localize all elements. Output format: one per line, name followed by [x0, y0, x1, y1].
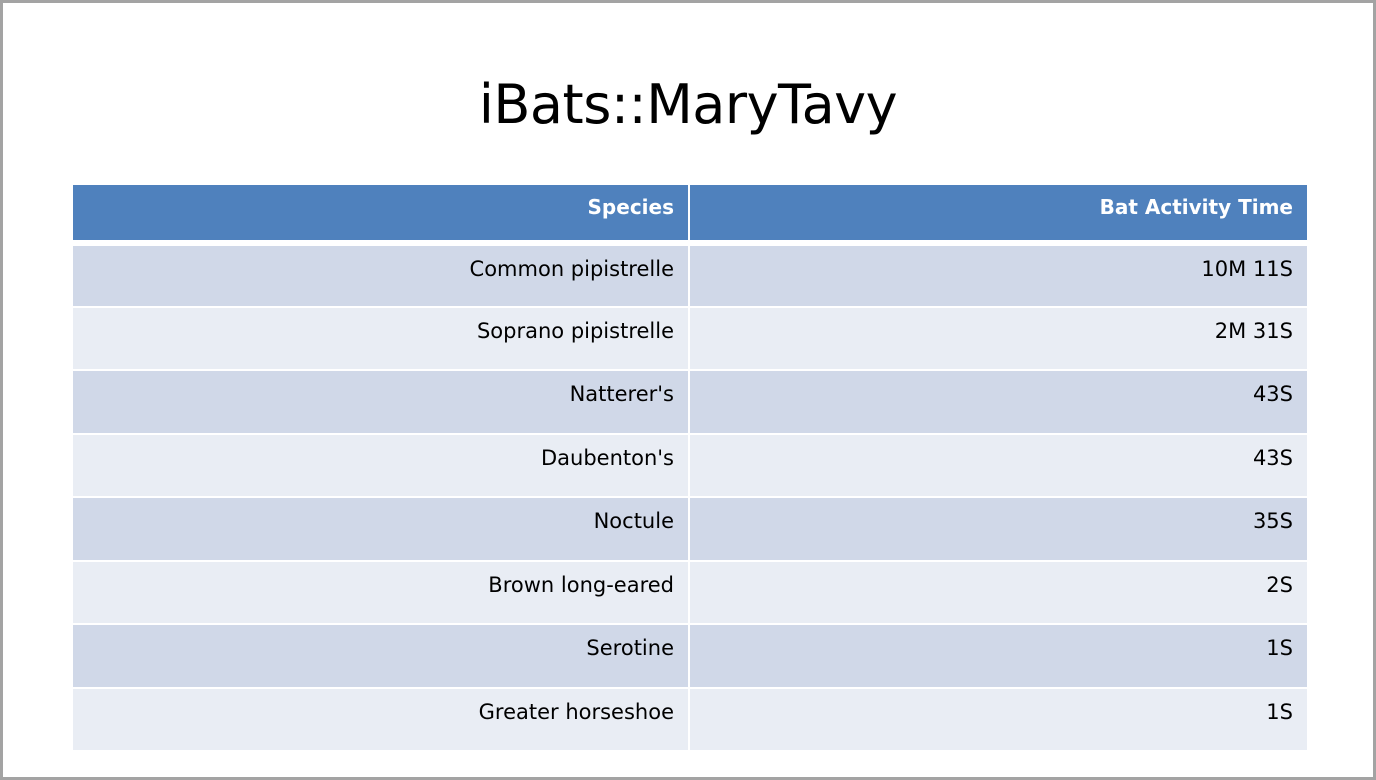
table-row: Greater horseshoe 1S — [73, 687, 1307, 752]
table-row: Natterer's 43S — [73, 370, 1307, 435]
activity-time-cell: 2S — [689, 560, 1307, 625]
table-row: Serotine 1S — [73, 624, 1307, 689]
activity-time-cell: 10M 11S — [689, 243, 1307, 308]
header-species: Species — [73, 185, 690, 246]
species-cell: Common pipistrelle — [73, 243, 690, 308]
table-header-row: Species Bat Activity Time — [73, 185, 1307, 246]
activity-time-cell: 2M 31S — [689, 306, 1307, 371]
activity-time-cell: 35S — [689, 497, 1307, 562]
species-cell: Soprano pipistrelle — [73, 306, 690, 371]
activity-time-cell: 43S — [689, 433, 1307, 498]
species-cell: Greater horseshoe — [73, 687, 690, 752]
activity-time-cell: 1S — [689, 687, 1307, 752]
activity-time-cell: 43S — [689, 370, 1307, 435]
header-activity-time: Bat Activity Time — [689, 185, 1307, 246]
species-cell: Serotine — [73, 624, 690, 689]
activity-time-cell: 1S — [689, 624, 1307, 689]
species-cell: Noctule — [73, 497, 690, 562]
species-cell: Natterer's — [73, 370, 690, 435]
table-row: Noctule 35S — [73, 497, 1307, 562]
table-row: Brown long-eared 2S — [73, 560, 1307, 625]
species-cell: Daubenton's — [73, 433, 690, 498]
slide-title: iBats::MaryTavy — [478, 73, 898, 136]
table-row: Common pipistrelle 10M 11S — [73, 243, 1307, 308]
species-cell: Brown long-eared — [73, 560, 690, 625]
table-row: Daubenton's 43S — [73, 433, 1307, 498]
bat-activity-table: Species Bat Activity Time Common pipistr… — [73, 185, 1307, 752]
table-row: Soprano pipistrelle 2M 31S — [73, 306, 1307, 371]
